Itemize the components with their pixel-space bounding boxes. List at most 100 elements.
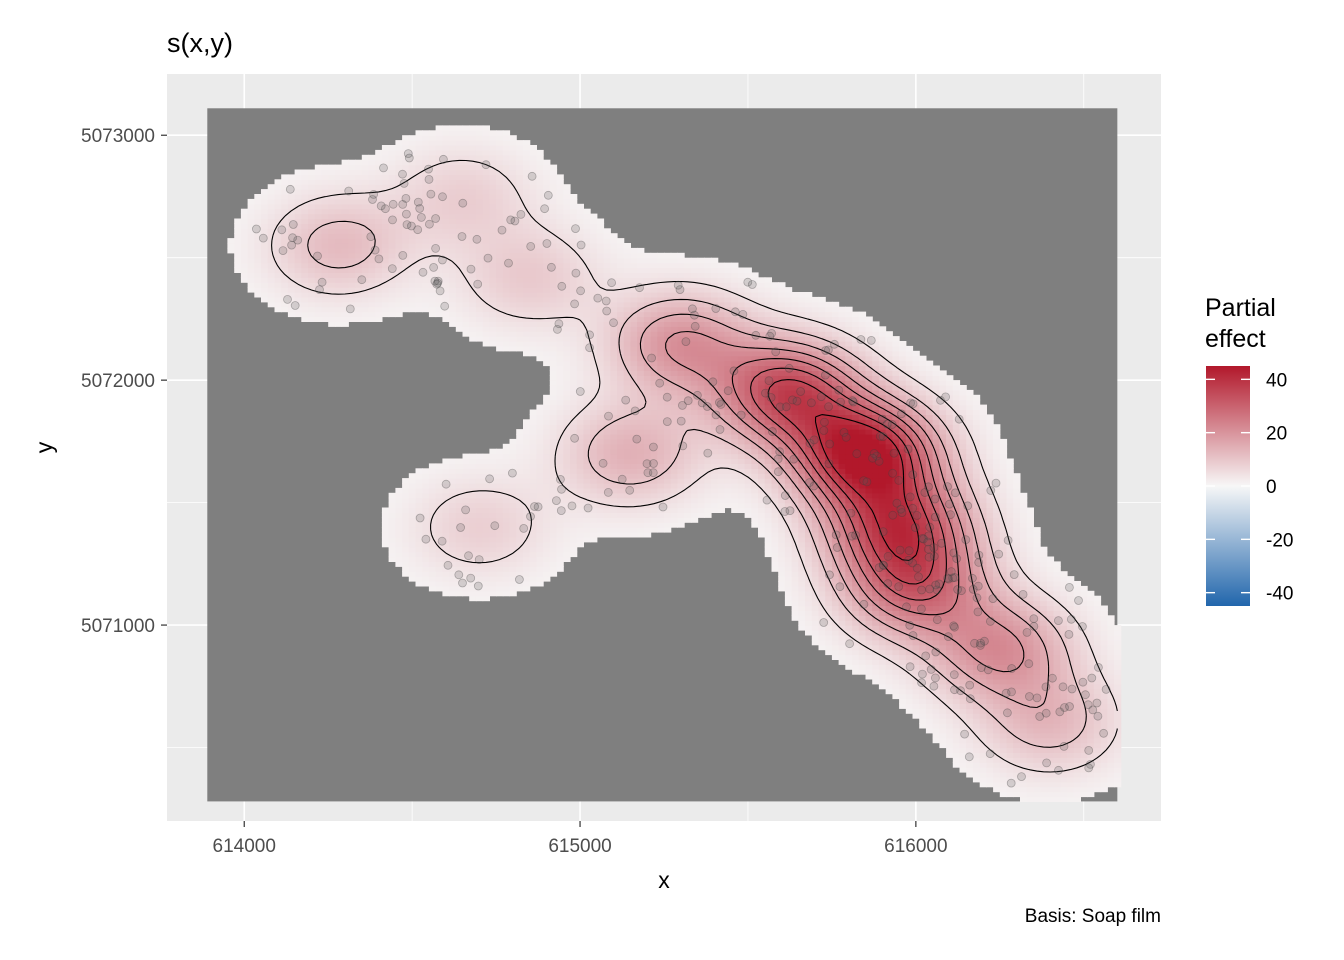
- surface-cell: [751, 424, 759, 430]
- surface-cell: [972, 556, 981, 562]
- surface-cell: [999, 781, 1008, 788]
- surface-cell: [543, 536, 551, 543]
- surface-cell: [972, 732, 981, 739]
- surface-cell: [590, 409, 598, 415]
- surface-cell: [798, 404, 806, 411]
- surface-cell: [966, 757, 974, 763]
- surface-cell: [1067, 781, 1075, 788]
- surface-cell: [932, 703, 940, 709]
- surface-cell: [1073, 581, 1081, 587]
- surface-cell: [502, 512, 511, 518]
- surface-cell: [899, 620, 907, 626]
- surface-cell: [858, 556, 867, 562]
- surface-cell: [1100, 625, 1108, 631]
- surface-cell: [825, 512, 833, 518]
- surface-cell: [845, 581, 853, 587]
- surface-cell: [1114, 649, 1122, 656]
- surface-cell: [919, 487, 927, 494]
- surface-cell: [1093, 757, 1102, 763]
- surface-cell: [630, 458, 638, 464]
- surface-cell: [791, 443, 799, 450]
- surface-cell: [670, 409, 678, 415]
- surface-cell: [912, 365, 920, 371]
- surface-cell: [751, 429, 759, 435]
- surface-cell: [905, 380, 914, 386]
- surface-cell: [966, 507, 974, 513]
- surface-cell: [697, 492, 705, 499]
- surface-cell: [899, 532, 907, 538]
- surface-cell: [758, 517, 766, 523]
- surface-cell: [1100, 723, 1108, 729]
- surface-cell: [1006, 581, 1014, 587]
- surface-cell: [643, 507, 652, 513]
- surface-cell: [731, 404, 739, 411]
- surface-cell: [563, 492, 571, 499]
- surface-cell: [758, 487, 766, 494]
- surface-cell: [596, 458, 605, 464]
- surface-cell: [885, 527, 893, 533]
- surface-cell: [543, 394, 551, 401]
- surface-cell: [885, 487, 893, 494]
- surface-cell: [563, 448, 571, 455]
- surface-cell: [805, 468, 813, 474]
- surface-cell: [979, 772, 987, 778]
- surface-cell: [402, 507, 410, 513]
- surface-cell: [509, 512, 517, 518]
- surface-cell: [993, 669, 1001, 675]
- surface-cell: [388, 507, 396, 513]
- surface-cell: [966, 581, 974, 587]
- surface-cell: [570, 399, 578, 406]
- surface-cell: [966, 727, 974, 734]
- surface-cell: [435, 478, 443, 484]
- surface-cell: [724, 468, 732, 474]
- surface-cell: [475, 512, 484, 518]
- surface-cell: [1067, 581, 1075, 587]
- surface-cell: [462, 473, 470, 479]
- surface-cell: [583, 463, 591, 469]
- surface-cell: [798, 546, 806, 553]
- surface-cell: [496, 532, 504, 538]
- surface-cell: [986, 620, 994, 626]
- surface-cell: [623, 385, 631, 391]
- surface-cell: [610, 443, 618, 450]
- surface-cell: [932, 654, 940, 660]
- surface-cell: [549, 443, 558, 450]
- surface-cell: [925, 713, 934, 719]
- surface-cell: [993, 737, 1001, 744]
- surface-cell: [482, 576, 490, 582]
- surface-cell: [925, 688, 934, 695]
- surface-cell: [838, 409, 846, 415]
- surface-cell: [784, 419, 793, 425]
- surface-cell: [455, 478, 464, 484]
- surface-cell: [986, 561, 994, 567]
- surface-cell: [731, 473, 739, 479]
- surface-cell: [751, 370, 759, 376]
- surface-cell: [744, 370, 752, 376]
- surface-cell: [1067, 659, 1075, 665]
- surface-cell: [791, 429, 799, 435]
- surface-cell: [610, 409, 618, 415]
- surface-cell: [966, 752, 974, 758]
- surface-cell: [872, 576, 880, 582]
- surface-cell: [1033, 649, 1041, 656]
- surface-cell: [724, 483, 732, 489]
- surface-cell: [469, 512, 477, 518]
- surface-cell: [1093, 732, 1102, 739]
- surface-cell: [999, 786, 1008, 793]
- surface-cell: [449, 566, 457, 572]
- surface-cell: [758, 468, 766, 474]
- surface-cell: [966, 688, 974, 695]
- surface-cell: [697, 399, 705, 406]
- surface-cell: [670, 434, 678, 440]
- surface-cell: [556, 375, 564, 381]
- surface-cell: [932, 517, 940, 523]
- surface-cell: [939, 571, 947, 577]
- surface-cell: [899, 693, 907, 700]
- surface-cell: [677, 389, 685, 396]
- surface-cell: [892, 649, 900, 656]
- surface-cell: [831, 394, 840, 401]
- surface-cell: [1006, 776, 1014, 783]
- surface-cell: [1013, 620, 1021, 626]
- surface-cell: [1040, 674, 1048, 680]
- surface-cell: [865, 497, 873, 504]
